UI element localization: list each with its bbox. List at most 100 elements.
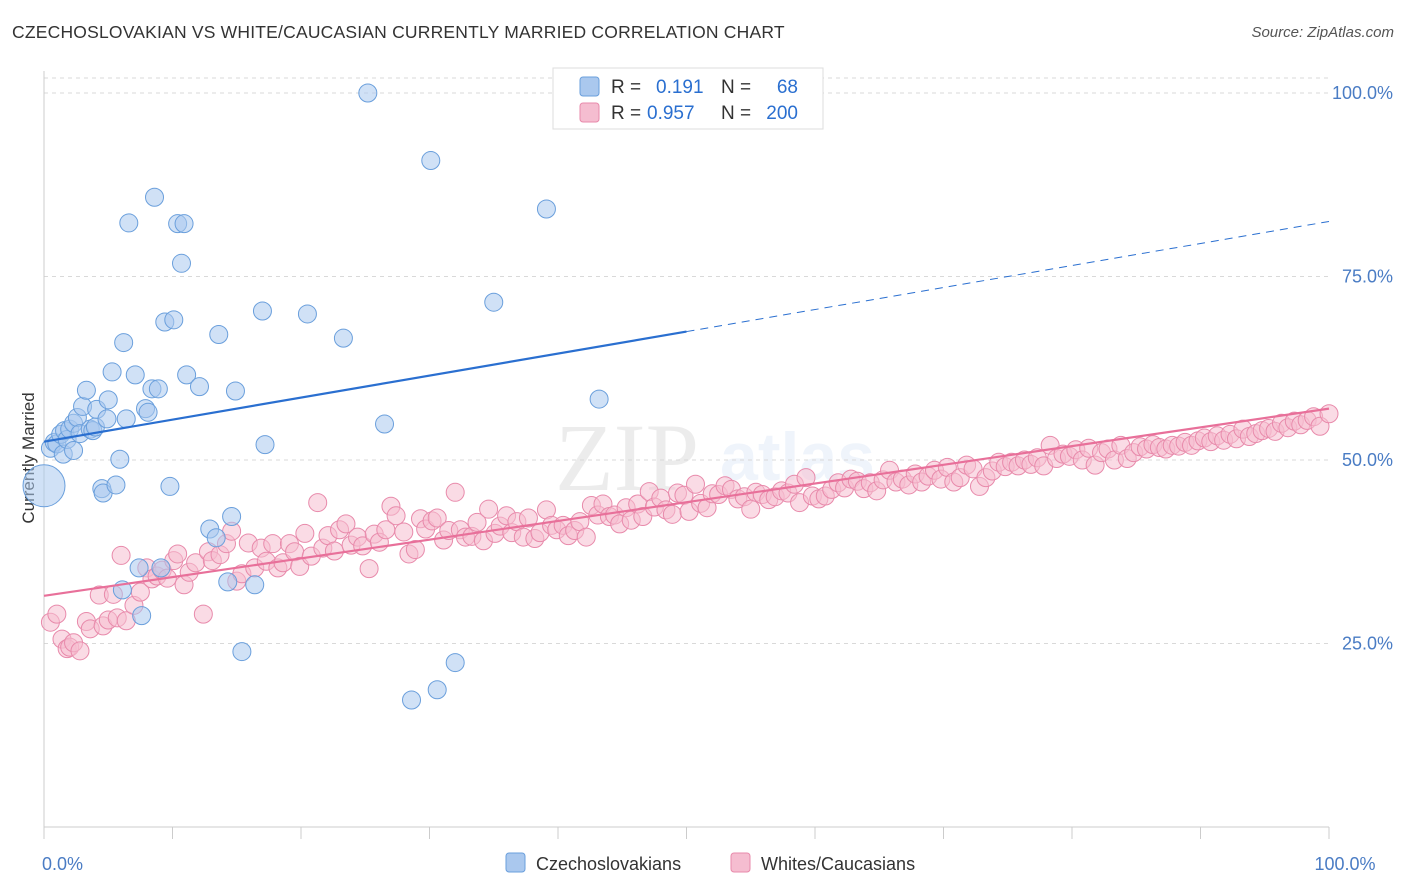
point-blue-53 (232, 642, 252, 662)
point-blue-44 (174, 214, 194, 234)
point-blue-31 (129, 558, 149, 578)
trend-pink (43, 407, 1330, 597)
point-pink-95 (576, 527, 596, 547)
point-blue-36 (145, 187, 165, 207)
stats-r-value-1: 0.191 (656, 77, 704, 98)
gridlines (44, 77, 1329, 645)
stats-n-label-2: N = (721, 103, 751, 124)
stats-n-value-2: 200 (766, 103, 798, 124)
point-blue-21 (97, 409, 117, 429)
point-blue-41 (164, 310, 184, 330)
stats-legend: R = 0.191 N = 68 R = 0.957 N = 200 (552, 67, 824, 130)
point-blue-61 (402, 690, 422, 710)
chart-title: CZECHOSLOVAKIAN VS WHITE/CAUCASIAN CURRE… (12, 22, 785, 42)
point-pink-63 (394, 522, 414, 542)
point-blue-9 (64, 440, 84, 460)
series-czechoslovakians-points (22, 83, 609, 710)
point-blue-64 (445, 653, 465, 673)
x-tick-labels: 0.0% 100.0% (42, 854, 1376, 874)
legend-czechoslovakians-label: Czechoslovakians (536, 854, 681, 874)
point-pink-69 (427, 508, 447, 528)
point-pink-28 (193, 604, 213, 624)
point-pink-132 (796, 468, 816, 488)
point-blue-65 (484, 292, 504, 312)
point-blue-56 (255, 435, 275, 455)
point-blue-62 (421, 151, 441, 171)
x-tick-label-1: 100.0% (1314, 854, 1375, 874)
point-pink-72 (445, 482, 465, 502)
point-blue-52 (225, 381, 245, 401)
point-pink-46 (295, 523, 315, 543)
point-pink-6 (70, 641, 90, 661)
point-blue-45 (177, 365, 197, 385)
legend-swatch-blue (579, 76, 600, 97)
point-pink-53 (336, 514, 356, 534)
point-blue-34 (138, 402, 158, 422)
point-blue-63 (427, 680, 447, 700)
point-pink-1 (47, 604, 67, 624)
point-blue-48 (206, 528, 226, 548)
point-blue-54 (245, 575, 265, 595)
point-pink-48 (308, 493, 328, 513)
series-whites-caucasians-points (40, 404, 1339, 661)
point-blue-0 (22, 464, 66, 508)
point-blue-23 (102, 362, 122, 382)
point-blue-29 (119, 213, 139, 233)
point-pink-114 (685, 474, 705, 494)
y-tick-label-0: 25.0% (1342, 634, 1393, 654)
point-pink-40 (263, 534, 283, 554)
point-blue-25 (110, 449, 130, 469)
stats-r-label-2: R = (611, 103, 641, 124)
point-pink-65 (405, 540, 425, 560)
y-tick-label-1: 50.0% (1342, 450, 1393, 470)
point-pink-213 (1319, 404, 1339, 424)
point-blue-57 (297, 304, 317, 324)
point-pink-123 (741, 499, 761, 519)
point-blue-51 (222, 507, 242, 527)
y-tick-label-3: 100.0% (1332, 83, 1393, 103)
trend-lines (43, 220, 1330, 597)
point-pink-24 (168, 544, 188, 564)
point-blue-24 (106, 475, 126, 495)
point-pink-57 (359, 559, 379, 579)
point-blue-30 (125, 365, 145, 385)
point-blue-28 (116, 409, 136, 429)
point-blue-14 (76, 380, 96, 400)
trend-blue-extension (686, 220, 1330, 333)
point-blue-55 (252, 301, 272, 321)
stats-n-label-1: N = (721, 77, 751, 98)
point-blue-60 (375, 414, 395, 434)
point-pink-14 (111, 545, 131, 565)
point-pink-85 (518, 508, 538, 528)
legend-whites-caucasians-swatch (730, 852, 751, 873)
point-blue-66 (536, 199, 556, 219)
point-blue-22 (98, 390, 118, 410)
point-blue-40 (160, 476, 180, 496)
stats-r-label-1: R = (611, 77, 641, 98)
point-blue-49 (209, 324, 229, 344)
point-blue-67 (589, 389, 609, 409)
legend-swatch-pink (579, 102, 600, 123)
source-label: Source: ZipAtlas.com (1251, 24, 1394, 41)
stats-n-value-1: 68 (777, 77, 798, 98)
point-blue-43 (171, 253, 191, 273)
point-blue-38 (151, 558, 171, 578)
point-pink-110 (662, 504, 682, 524)
legend-czechoslovakians-swatch (505, 852, 526, 873)
point-blue-46 (189, 377, 209, 397)
point-pink-62 (386, 506, 406, 526)
point-blue-37 (148, 379, 168, 399)
y-tick-labels: 25.0% 50.0% 75.0% 100.0% (1332, 83, 1393, 653)
legend-whites-caucasians-label: Whites/Caucasians (761, 854, 915, 874)
point-pink-78 (479, 499, 499, 519)
series-legend: Czechoslovakians Whites/Caucasians (505, 852, 915, 874)
point-blue-58 (333, 328, 353, 348)
point-blue-32 (132, 606, 152, 626)
trend-blue (43, 330, 687, 443)
point-pink-51 (324, 541, 344, 561)
point-blue-59 (358, 83, 378, 103)
point-pink-76 (467, 512, 487, 532)
point-blue-27 (114, 333, 134, 353)
y-tick-label-2: 75.0% (1342, 267, 1393, 287)
